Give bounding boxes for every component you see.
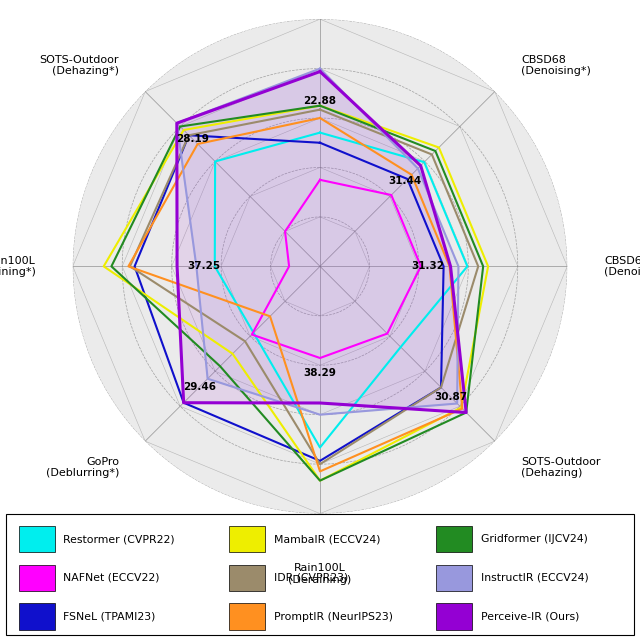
Bar bbox=[19, 604, 55, 630]
Text: Restormer (CVPR22): Restormer (CVPR22) bbox=[63, 534, 175, 544]
Polygon shape bbox=[177, 71, 466, 413]
Text: IDR (CVPR23): IDR (CVPR23) bbox=[273, 573, 348, 583]
Bar bbox=[229, 526, 266, 553]
Text: Gridformer (IJCV24): Gridformer (IJCV24) bbox=[481, 534, 588, 544]
Text: MambaIR (ECCV24): MambaIR (ECCV24) bbox=[273, 534, 380, 544]
Bar bbox=[436, 526, 472, 553]
Bar bbox=[229, 604, 266, 630]
Text: NAFNet (ECCV22): NAFNet (ECCV22) bbox=[63, 573, 160, 583]
Text: 28.19: 28.19 bbox=[176, 134, 209, 144]
Text: CBSD68
(Denoising*): CBSD68 (Denoising*) bbox=[521, 54, 591, 76]
Bar bbox=[19, 565, 55, 591]
Text: 22.88: 22.88 bbox=[303, 96, 337, 106]
Text: 30.87: 30.87 bbox=[434, 392, 467, 402]
Text: InstructIR (ECCV24): InstructIR (ECCV24) bbox=[481, 573, 588, 583]
Text: Rain100L
(Deraining): Rain100L (Deraining) bbox=[289, 563, 351, 584]
Text: GoPro
(Deblurring*): GoPro (Deblurring*) bbox=[45, 457, 119, 478]
Bar bbox=[436, 604, 472, 630]
Text: SOTS-Outdoor
(Dehazing): SOTS-Outdoor (Dehazing) bbox=[521, 457, 600, 478]
Text: 31.32: 31.32 bbox=[412, 262, 445, 271]
Text: SOTS-Outdoor
(Dehazing*): SOTS-Outdoor (Dehazing*) bbox=[40, 54, 119, 76]
Text: 29.46: 29.46 bbox=[183, 382, 216, 392]
Text: 37.25: 37.25 bbox=[188, 262, 221, 271]
Bar bbox=[19, 526, 55, 553]
Text: PromptIR (NeurIPS23): PromptIR (NeurIPS23) bbox=[273, 612, 392, 621]
Bar bbox=[436, 565, 472, 591]
Text: Perceive-IR (Ours): Perceive-IR (Ours) bbox=[481, 612, 579, 621]
Text: FSNeL (TPAMI23): FSNeL (TPAMI23) bbox=[63, 612, 156, 621]
Text: Rain100L
(Deraining*): Rain100L (Deraining*) bbox=[0, 256, 36, 277]
Text: 38.29: 38.29 bbox=[303, 368, 337, 378]
Text: CBSD68
(Denoising): CBSD68 (Denoising) bbox=[604, 256, 640, 277]
Bar bbox=[229, 565, 266, 591]
Polygon shape bbox=[177, 69, 458, 415]
Text: 31.44: 31.44 bbox=[388, 176, 422, 186]
